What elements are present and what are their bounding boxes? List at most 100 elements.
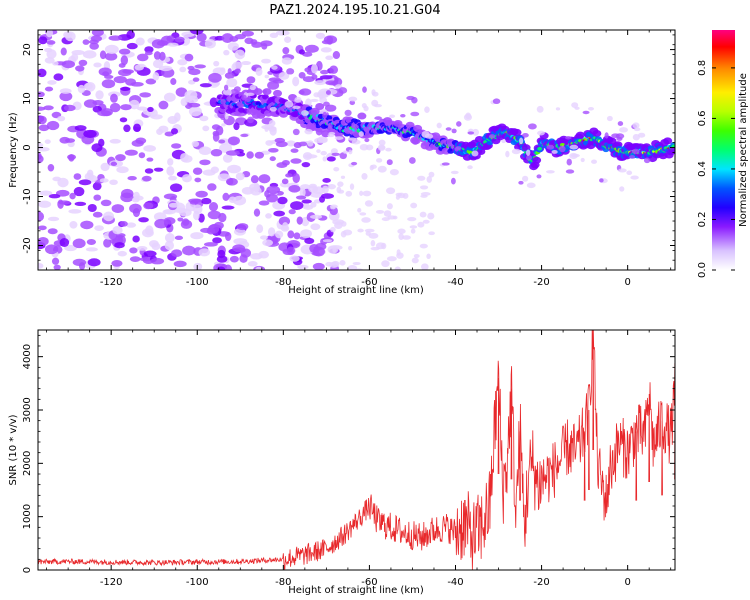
spectrogram-cell	[239, 254, 248, 263]
x-tick-label: -80	[275, 277, 291, 288]
spectrogram-cell	[275, 30, 290, 36]
spectrogram-cell	[427, 212, 435, 220]
spectrogram-cell	[607, 137, 617, 145]
spectrogram-cell	[253, 208, 261, 217]
spectrogram-cell	[227, 164, 242, 174]
spectrogram-cell	[38, 236, 49, 246]
spectrogram-cell	[349, 183, 355, 190]
spectrogram-cell	[143, 202, 154, 210]
spectrogram-cell	[132, 123, 142, 133]
spectrogram-cell	[333, 167, 340, 172]
spectrogram-cell	[194, 177, 202, 183]
spectrogram-cell	[325, 80, 339, 86]
spectrogram-cell	[308, 109, 318, 116]
spectrogram-cell	[115, 154, 126, 162]
spectrogram-cell	[406, 95, 415, 101]
spectrogram-cell	[267, 227, 276, 237]
spectrogram-cell	[93, 62, 102, 68]
spectrogram-cell	[73, 173, 82, 180]
spectrogram-cell	[184, 53, 194, 62]
spectrogram-cell	[59, 91, 73, 102]
spectrogram-cell	[537, 146, 542, 151]
spectrogram-cell	[223, 49, 230, 56]
spectrogram-cell	[410, 202, 418, 209]
spectrogram-cell	[261, 58, 271, 64]
spectrogram-cell	[158, 100, 169, 110]
spectrogram-cell	[604, 132, 609, 139]
spectrogram-cell	[284, 36, 292, 44]
spectrogram-cell	[402, 235, 411, 240]
spectrogram-cell	[285, 173, 293, 178]
spectrogram-cell	[359, 212, 367, 216]
spectrogram-cell	[234, 34, 246, 40]
spectrogram-cell	[296, 216, 303, 225]
spectrogram-cell	[104, 52, 118, 61]
spectrogram-cell	[591, 159, 598, 164]
spectrogram-cell	[256, 224, 264, 234]
spectrogram-cell	[224, 264, 233, 270]
spectrogram-cell	[335, 307, 340, 311]
spectrogram-cell	[292, 128, 300, 136]
spectrogram-cell	[191, 140, 200, 147]
spectrogram-cell	[233, 195, 247, 206]
spectrogram-cell	[417, 297, 426, 303]
spectrogram-cell	[210, 166, 220, 174]
spectrogram-cell	[275, 141, 288, 148]
spectrogram-cell	[200, 227, 213, 233]
y-tick-label: -10	[22, 188, 33, 204]
spectrogram-cell	[100, 162, 110, 172]
spectrogram-cell	[247, 261, 258, 267]
spectrogram-cell	[519, 137, 524, 145]
spectrogram-cell	[580, 157, 585, 163]
spectrogram-cell	[46, 120, 60, 131]
spectrogram-cell	[38, 36, 48, 45]
spectrogram-cell	[130, 81, 144, 87]
spectrogram-cell	[177, 59, 188, 66]
spectrogram-cell	[167, 158, 174, 166]
spectrogram-cell	[258, 174, 271, 184]
spectrogram-cell	[163, 92, 176, 102]
spectrogram-cell	[411, 257, 419, 264]
spectrogram-cell	[227, 42, 239, 51]
spectrogram-cell	[413, 254, 420, 258]
spectrogram-cell	[358, 131, 364, 137]
spectrogram-cell	[120, 221, 128, 227]
spectrogram-cell	[258, 250, 270, 259]
spectrogram-cell	[309, 98, 319, 103]
x-tick-label: -80	[275, 577, 291, 588]
y-tick-label: 0	[22, 567, 33, 573]
spectrogram-cell	[451, 128, 457, 134]
spectrogram-cell	[174, 235, 184, 241]
spectrogram-cell	[221, 123, 226, 127]
spectrogram-cell	[114, 242, 125, 249]
spectrogram-cell	[463, 113, 473, 121]
spectrogram-cell	[168, 202, 180, 208]
spectrogram-cell	[202, 125, 210, 132]
spectrogram-cell	[207, 183, 217, 191]
spectrogram-cell	[617, 121, 624, 126]
spectrogram-cell	[338, 87, 348, 94]
spectrogram-cell	[213, 60, 220, 67]
spectrogram-cell	[57, 115, 66, 122]
x-tick-label: 0	[624, 277, 630, 288]
spectrogram-cell	[249, 183, 260, 191]
spectrogram-cell	[65, 31, 76, 42]
spectrogram-cell	[143, 250, 157, 258]
spectrogram-cell	[193, 262, 203, 270]
spectrogram-cell	[121, 188, 134, 199]
spectrogram-cell	[298, 72, 306, 79]
spectrogram-cell	[359, 143, 369, 151]
spectrogram-cell	[426, 253, 431, 260]
spectrogram-cell	[318, 93, 324, 100]
spectrogram-cell	[151, 39, 165, 49]
spectrogram-cell	[312, 122, 317, 129]
spectrogram-cell	[518, 180, 524, 185]
spectrogram-cell	[91, 143, 103, 153]
spectrogram-cell	[153, 51, 161, 60]
spectrogram-cell	[212, 237, 222, 244]
spectrogram-cell	[116, 166, 129, 174]
spectrogram-cell	[399, 277, 404, 281]
spectrogram-cell	[83, 82, 93, 90]
